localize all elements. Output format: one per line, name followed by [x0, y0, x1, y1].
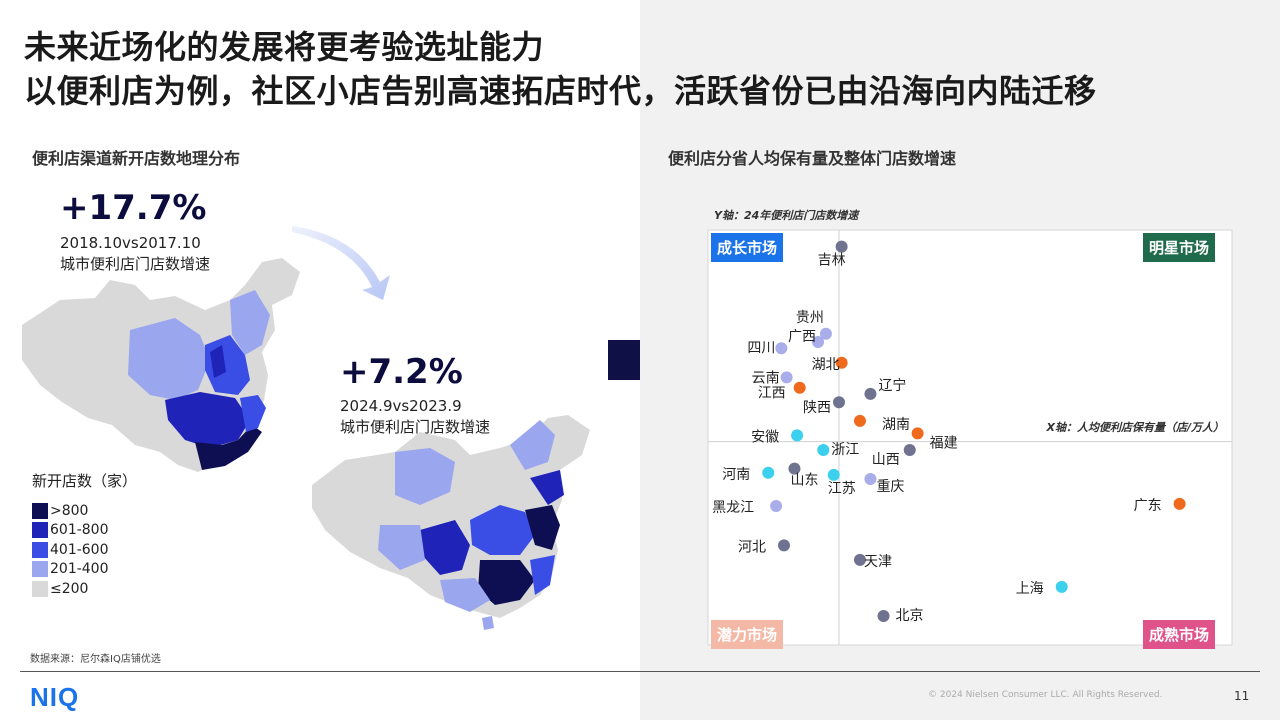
point-label: 河南	[722, 467, 750, 483]
stat-2018-period: 2018.10vs2017.10	[60, 234, 201, 252]
point-天津	[853, 553, 866, 566]
point-label: 浙江	[831, 442, 859, 458]
legend-item: >800	[32, 501, 137, 521]
point-安徽	[791, 429, 804, 442]
quadrant-growth-label: 成长市场	[711, 233, 784, 262]
page-number: 11	[1234, 689, 1250, 703]
point-label: 四川	[747, 340, 775, 356]
stat-2018-label: 城市便利店门店数增速	[60, 255, 211, 273]
legend-label: 201-400	[50, 561, 109, 578]
point-label: 黑龙江	[712, 500, 754, 516]
legend-label: >800	[50, 502, 89, 519]
point-label: 广西	[788, 329, 816, 345]
china-map-2018	[22, 258, 300, 472]
x-axis-label: X轴：人均便利店保有量（店/万人）	[1046, 421, 1225, 434]
point-label: 北京	[896, 608, 924, 624]
point-湖南	[853, 414, 866, 427]
point-label: 上海	[1016, 581, 1044, 597]
legend-title: 新开店数（家）	[32, 472, 138, 490]
transition-arrow-icon	[292, 226, 390, 300]
point-label: 河北	[738, 539, 766, 555]
point-山东	[788, 462, 801, 475]
page-title-line-1: 未来近场化的发展将更考验选址能力	[24, 28, 545, 66]
point-云南	[780, 371, 793, 384]
legend-label: 601-800	[50, 522, 109, 539]
legend-item: 401-600	[32, 540, 137, 560]
legend-item: 601-800	[32, 521, 137, 541]
point-label: 湖北	[812, 357, 840, 373]
y-axis-label: Y轴：24年便利店门店数增速	[714, 209, 860, 222]
legend-swatch	[32, 502, 48, 519]
point-label: 辽宁	[878, 377, 906, 394]
legend-item: 201-400	[32, 560, 137, 580]
point-label: 吉林	[818, 253, 846, 269]
point-label: 陕西	[803, 400, 831, 416]
point-河北	[777, 539, 790, 552]
point-label: 江西	[758, 386, 786, 402]
point-陕西	[833, 396, 845, 409]
quadrant-potential-label: 潜力市场	[711, 620, 784, 649]
left-section-title: 便利店渠道新开店数地理分布	[32, 149, 241, 168]
legend-swatch	[32, 541, 48, 558]
point-江西	[793, 381, 806, 394]
china-map-2024	[312, 415, 590, 630]
point-北京	[877, 609, 890, 622]
copyright: © 2024 Nielsen Consumer LLC. All Rights …	[928, 690, 1163, 700]
stat-2024-label: 城市便利店门店数增速	[340, 418, 491, 436]
legend-label: ≤200	[50, 580, 89, 597]
page-title-line-2: 以便利店为例，社区小店告别高速拓店时代，活跃省份已由沿海向内陆迁移	[24, 72, 1097, 110]
point-广东	[1173, 497, 1186, 510]
point-label: 江苏	[828, 481, 856, 497]
point-label: 贵州	[796, 310, 824, 326]
right-section-title: 便利店分省人均保有量及整体门店数增速	[668, 149, 957, 168]
arrow-right-icon	[608, 322, 640, 398]
point-重庆	[864, 473, 877, 485]
point-吉林	[835, 240, 848, 253]
point-label: 湖南	[882, 417, 910, 433]
point-上海	[1055, 580, 1068, 593]
stat-2018-value: +17.7%	[60, 188, 207, 228]
point-四川	[775, 342, 788, 355]
point-label: 安徽	[751, 429, 779, 445]
point-广西	[812, 336, 825, 349]
point-label: 广东	[1134, 498, 1162, 514]
plot-area	[707, 229, 1233, 646]
point-山西	[903, 443, 916, 456]
footer-divider	[20, 671, 1260, 672]
point-浙江	[817, 443, 830, 456]
point-label: 天津	[864, 554, 892, 570]
quadrant-star-label: 明星市场	[1143, 233, 1216, 262]
china-maps	[22, 226, 640, 630]
map-legend: 新开店数（家） >800 601-800 401-600 201-400 ≤200	[32, 470, 137, 599]
point-福建	[911, 427, 924, 440]
niq-logo: NIQ	[30, 682, 80, 712]
point-label: 山西	[872, 452, 900, 468]
stat-2024-period: 2024.9vs2023.9	[340, 397, 462, 415]
data-source: 数据来源：尼尔森IQ店铺优选	[30, 654, 161, 665]
point-江苏	[827, 468, 840, 481]
point-湖北	[835, 356, 848, 369]
point-label: 云南	[752, 370, 780, 386]
point-辽宁	[864, 387, 877, 400]
legend-label: 401-600	[50, 541, 109, 558]
point-label: 山东	[790, 473, 818, 489]
legend-swatch	[32, 561, 48, 578]
point-黑龙江	[770, 499, 783, 512]
point-河南	[762, 466, 775, 479]
legend-item: ≤200	[32, 579, 137, 599]
stat-2024-value: +7.2%	[340, 352, 463, 392]
quadrant-mature-label: 成熟市场	[1143, 620, 1216, 649]
point-label: 重庆	[876, 479, 904, 495]
legend-swatch	[32, 580, 48, 597]
legend-swatch	[32, 522, 48, 539]
point-贵州	[819, 327, 832, 340]
point-label: 福建	[930, 435, 958, 451]
